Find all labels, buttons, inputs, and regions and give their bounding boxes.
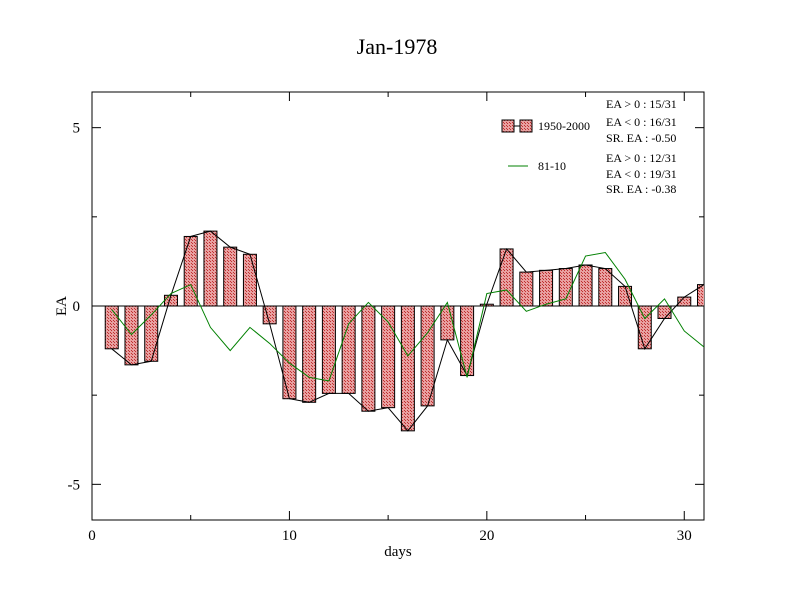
- legend-stat-1-sr: SR. EA : -0.50: [606, 131, 676, 145]
- bar-day-31: [697, 284, 704, 307]
- bar-day-25: [578, 264, 593, 307]
- bar-day-11: [302, 305, 317, 403]
- lines-group: [111, 230, 704, 432]
- bar-day-8: [242, 253, 257, 307]
- legend-bars-swatch-right: [519, 119, 533, 133]
- bar-day-1: [104, 305, 119, 350]
- x-axis-label: days: [384, 544, 412, 560]
- legend-stat-2-sr: SR. EA : -0.38: [606, 182, 676, 196]
- series-81-10-line: [111, 251, 704, 382]
- legend-stat-2-pos: EA > 0 : 12/31: [606, 151, 677, 165]
- bar-day-22: [519, 271, 534, 307]
- legend-stat-2-neg: EA < 0 : 19/31: [606, 167, 677, 181]
- axis-ticks: 0 10 20 30 -5 0 5: [68, 92, 704, 544]
- bar-day-6: [203, 230, 218, 307]
- legend-stat-1-pos: EA > 0 : 15/31: [606, 97, 677, 111]
- y-tick-label: -5: [68, 477, 81, 493]
- bar-day-19: [460, 305, 475, 377]
- legend-stat-1-neg: EA < 0 : 16/31: [606, 115, 677, 129]
- chart-title: Jan-1978: [357, 34, 438, 59]
- bar-day-14: [361, 305, 376, 412]
- y-tick-label: 0: [73, 299, 81, 315]
- bars-group: [104, 230, 704, 432]
- bar-day-18: [440, 305, 455, 341]
- legend-bars-label: 1950-2000: [538, 119, 590, 133]
- bar-day-7: [223, 246, 238, 307]
- bar-day-10: [282, 305, 297, 400]
- legend: 1950-2000 81-10 EA > 0 : 15/31 EA < 0 : …: [501, 97, 677, 196]
- bar-day-21: [499, 248, 514, 307]
- legend-bars-swatch-left: [501, 119, 515, 133]
- bar-day-16: [400, 305, 415, 432]
- x-tick-label: 20: [479, 528, 494, 544]
- x-tick-label: 0: [88, 528, 96, 544]
- legend-line-label: 81-10: [538, 159, 566, 173]
- y-tick-label: 5: [73, 121, 81, 137]
- bar-day-2: [124, 305, 139, 366]
- series-1950-2000-line: [111, 230, 704, 432]
- bar-day-15: [381, 305, 396, 409]
- bar-day-26: [598, 268, 613, 307]
- x-tick-label: 10: [282, 528, 297, 544]
- y-axis-label: EA: [54, 296, 70, 316]
- bar-day-29: [657, 305, 672, 319]
- bar-day-23: [539, 269, 554, 307]
- x-tick-label: 30: [677, 528, 692, 544]
